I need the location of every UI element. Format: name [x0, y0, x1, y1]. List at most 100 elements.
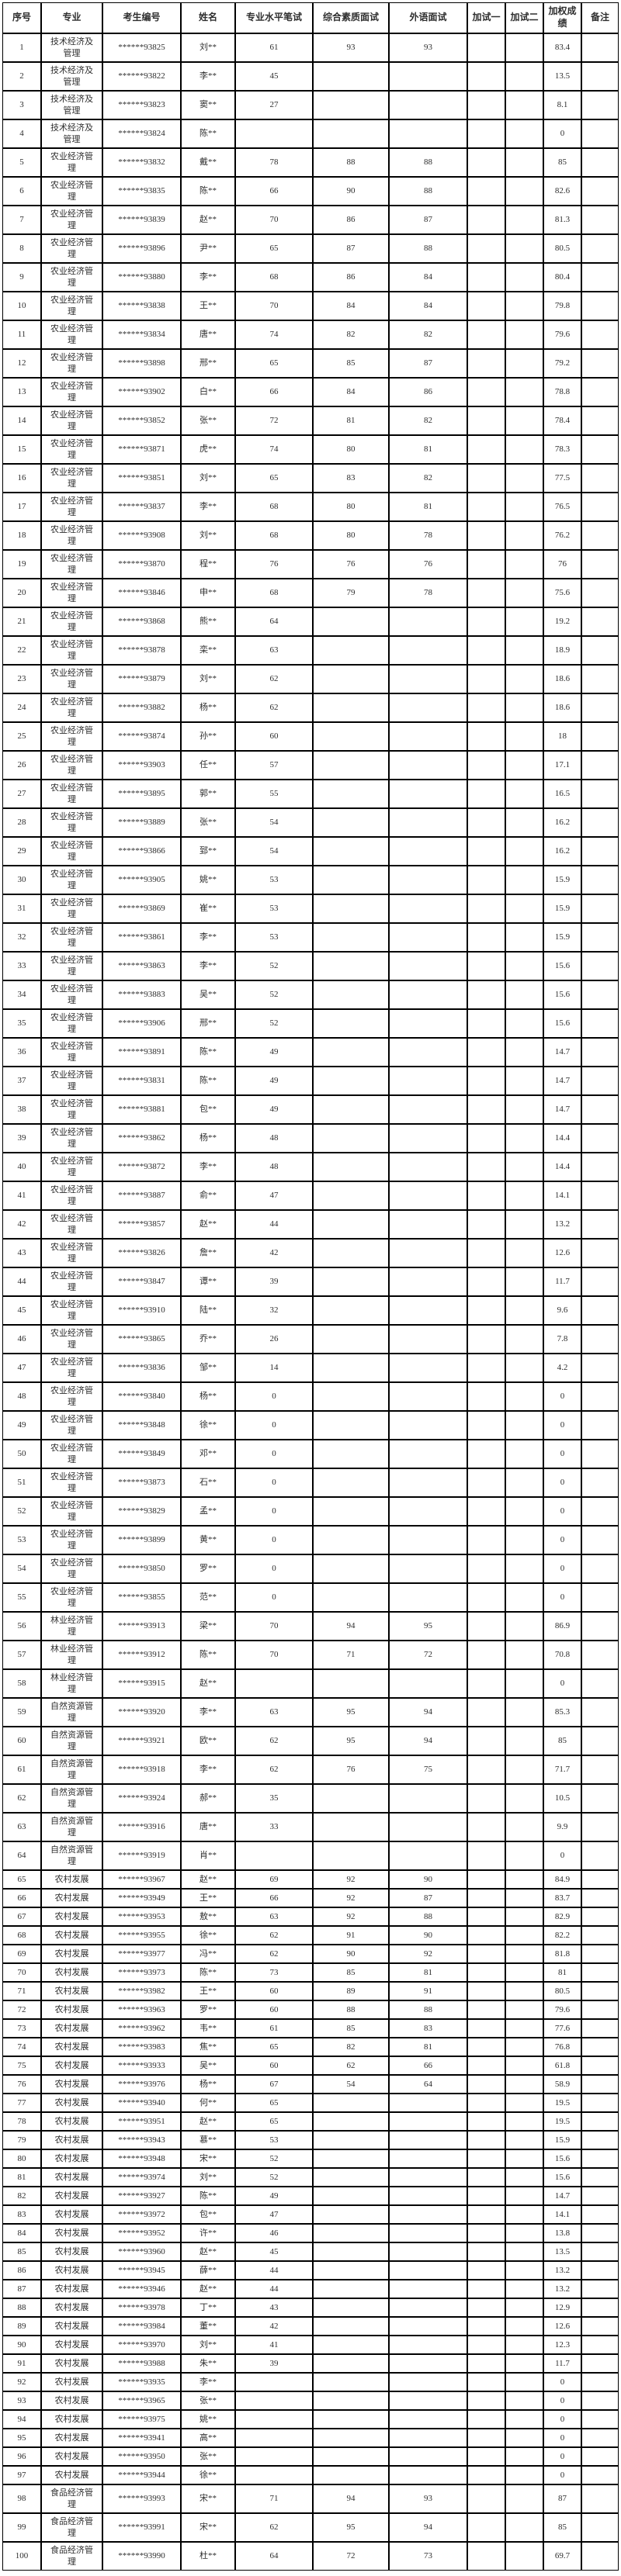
cell-written_test: 32	[235, 1296, 313, 1325]
cell-remarks	[581, 1526, 619, 1554]
cell-candidate_no: ******93984	[102, 2317, 181, 2336]
cell-name: 李**	[181, 923, 235, 952]
cell-major: 农业经济管理	[41, 1181, 102, 1210]
cell-remarks	[581, 1641, 619, 1669]
cell-foreign_language_interview	[389, 1181, 467, 1210]
cell-comprehensive_interview: 82	[313, 320, 389, 349]
column-header-candidate_no: 考生编号	[102, 2, 181, 33]
table-row: 18 农业经济管理 ******93908 刘** 68 80 78 76.2	[2, 521, 619, 550]
cell-extra_test_2	[505, 1296, 543, 1325]
cell-comprehensive_interview	[313, 894, 389, 923]
cell-comprehensive_interview	[313, 1468, 389, 1497]
cell-name: 李**	[181, 1698, 235, 1727]
cell-extra_test_2	[505, 320, 543, 349]
table-row: 66 农村发展 ******93949 王** 66 92 87 83.7	[2, 1889, 619, 1907]
cell-major: 农业经济管理	[41, 923, 102, 952]
cell-remarks	[581, 1727, 619, 1755]
cell-weighted_score: 12.6	[543, 2317, 581, 2336]
cell-weighted_score: 0	[543, 2373, 581, 2391]
cell-remarks	[581, 2038, 619, 2056]
cell-written_test	[235, 2466, 313, 2484]
cell-name: 陆**	[181, 1296, 235, 1325]
cell-comprehensive_interview	[313, 780, 389, 808]
cell-weighted_score: 19.2	[543, 607, 581, 636]
cell-extra_test_1	[467, 1926, 505, 1945]
cell-remarks	[581, 1354, 619, 1382]
cell-written_test: 52	[235, 2149, 313, 2168]
cell-candidate_no: ******93991	[102, 2513, 181, 2542]
cell-written_test: 63	[235, 1698, 313, 1727]
table-row: 65 农村发展 ******93967 赵** 69 92 90 84.9	[2, 1870, 619, 1889]
cell-extra_test_2	[505, 1440, 543, 1468]
cell-index: 91	[2, 2354, 41, 2373]
column-header-foreign_language_interview: 外语面试	[389, 2, 467, 33]
cell-candidate_no: ******93921	[102, 1727, 181, 1755]
cell-weighted_score: 82.9	[543, 1907, 581, 1926]
cell-weighted_score: 13.2	[543, 2280, 581, 2298]
cell-comprehensive_interview	[313, 923, 389, 952]
cell-foreign_language_interview: 90	[389, 1926, 467, 1945]
cell-extra_test_1	[467, 2391, 505, 2410]
cell-name: 熊**	[181, 607, 235, 636]
cell-weighted_score: 75.6	[543, 579, 581, 607]
cell-remarks	[581, 1181, 619, 1210]
cell-extra_test_1	[467, 1698, 505, 1727]
cell-extra_test_1	[467, 2094, 505, 2112]
cell-written_test: 45	[235, 2242, 313, 2261]
cell-remarks	[581, 349, 619, 378]
cell-remarks	[581, 2410, 619, 2429]
table-row: 32 农业经济管理 ******93861 李** 53 15.9	[2, 923, 619, 952]
table-row: 27 农业经济管理 ******93895 郭** 55 16.5	[2, 780, 619, 808]
cell-remarks	[581, 1382, 619, 1411]
cell-foreign_language_interview	[389, 808, 467, 837]
cell-foreign_language_interview: 76	[389, 550, 467, 579]
cell-remarks	[581, 2149, 619, 2168]
cell-foreign_language_interview	[389, 980, 467, 1009]
cell-remarks	[581, 1267, 619, 1296]
cell-major: 技术经济及管理	[41, 33, 102, 62]
cell-name: 宋**	[181, 2149, 235, 2168]
cell-major: 农村发展	[41, 2336, 102, 2354]
cell-major: 林业经济管理	[41, 1669, 102, 1698]
cell-candidate_no: ******93945	[102, 2261, 181, 2280]
cell-candidate_no: ******93881	[102, 1095, 181, 1124]
table-row: 24 农业经济管理 ******93882 杨** 62 18.6	[2, 693, 619, 722]
cell-candidate_no: ******93831	[102, 1067, 181, 1095]
table-row: 33 农业经济管理 ******93863 李** 52 15.6	[2, 952, 619, 980]
cell-remarks	[581, 2168, 619, 2187]
table-row: 77 农村发展 ******93940 何** 65 19.5	[2, 2094, 619, 2112]
cell-major: 农业经济管理	[41, 320, 102, 349]
cell-extra_test_2	[505, 1009, 543, 1038]
cell-weighted_score: 15.6	[543, 952, 581, 980]
cell-remarks	[581, 1755, 619, 1784]
cell-candidate_no: ******93990	[102, 2542, 181, 2571]
cell-candidate_no: ******93951	[102, 2112, 181, 2131]
cell-weighted_score: 70.8	[543, 1641, 581, 1669]
cell-name: 杨**	[181, 1124, 235, 1153]
cell-remarks	[581, 2094, 619, 2112]
cell-comprehensive_interview	[313, 2187, 389, 2205]
cell-extra_test_2	[505, 1583, 543, 1612]
cell-extra_test_2	[505, 2373, 543, 2391]
cell-written_test: 43	[235, 2298, 313, 2317]
cell-comprehensive_interview	[313, 1267, 389, 1296]
cell-extra_test_2	[505, 1641, 543, 1669]
cell-index: 30	[2, 866, 41, 894]
cell-remarks	[581, 636, 619, 665]
cell-extra_test_2	[505, 1210, 543, 1239]
cell-name: 宋**	[181, 2484, 235, 2513]
cell-comprehensive_interview	[313, 2466, 389, 2484]
cell-written_test: 66	[235, 378, 313, 406]
cell-foreign_language_interview	[389, 1526, 467, 1554]
cell-weighted_score: 76	[543, 550, 581, 579]
cell-index: 21	[2, 607, 41, 636]
cell-index: 49	[2, 1411, 41, 1440]
cell-foreign_language_interview: 88	[389, 148, 467, 177]
table-row: 80 农村发展 ******93948 宋** 52 15.6	[2, 2149, 619, 2168]
cell-foreign_language_interview	[389, 2280, 467, 2298]
cell-foreign_language_interview: 66	[389, 2056, 467, 2075]
cell-remarks	[581, 2484, 619, 2513]
cell-candidate_no: ******93975	[102, 2410, 181, 2429]
cell-major: 农业经济管理	[41, 1325, 102, 1354]
cell-index: 73	[2, 2019, 41, 2038]
